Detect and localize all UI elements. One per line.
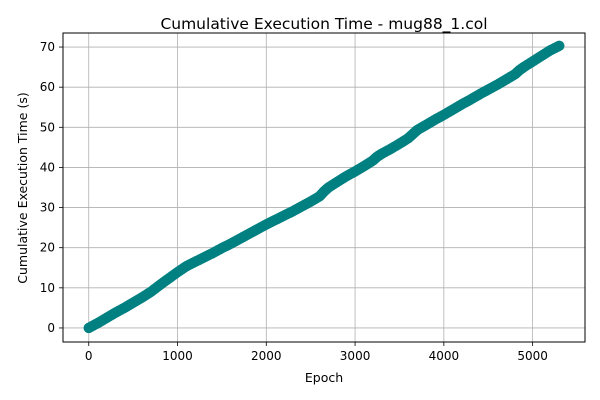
data-point [554, 40, 565, 52]
x-tick-label: 5000 [517, 349, 548, 363]
y-axis-label: Cumulative Execution Time (s) [15, 92, 30, 283]
x-tick-label: 1000 [162, 349, 193, 363]
y-tick-label: 70 [40, 40, 55, 54]
data-points [83, 40, 565, 334]
x-axis-label: Epoch [305, 370, 343, 385]
y-tick-label: 50 [40, 120, 55, 134]
x-tick-label: 3000 [340, 349, 371, 363]
chart-title: Cumulative Execution Time - mug88_1.col [160, 15, 487, 34]
y-tick-label: 10 [40, 281, 55, 295]
y-tick-label: 40 [40, 160, 55, 174]
y-tick-label: 60 [40, 80, 55, 94]
y-axis-ticks: 0 10 20 30 40 50 60 70 [40, 40, 63, 335]
y-tick-label: 0 [47, 321, 55, 335]
x-axis-ticks: 0 1000 2000 3000 4000 5000 [85, 342, 548, 363]
x-tick-label: 4000 [429, 349, 460, 363]
y-tick-label: 20 [40, 241, 55, 255]
x-tick-label: 0 [85, 349, 93, 363]
y-tick-label: 30 [40, 201, 55, 215]
plot-area-frame [62, 32, 586, 343]
x-tick-label: 2000 [251, 349, 282, 363]
